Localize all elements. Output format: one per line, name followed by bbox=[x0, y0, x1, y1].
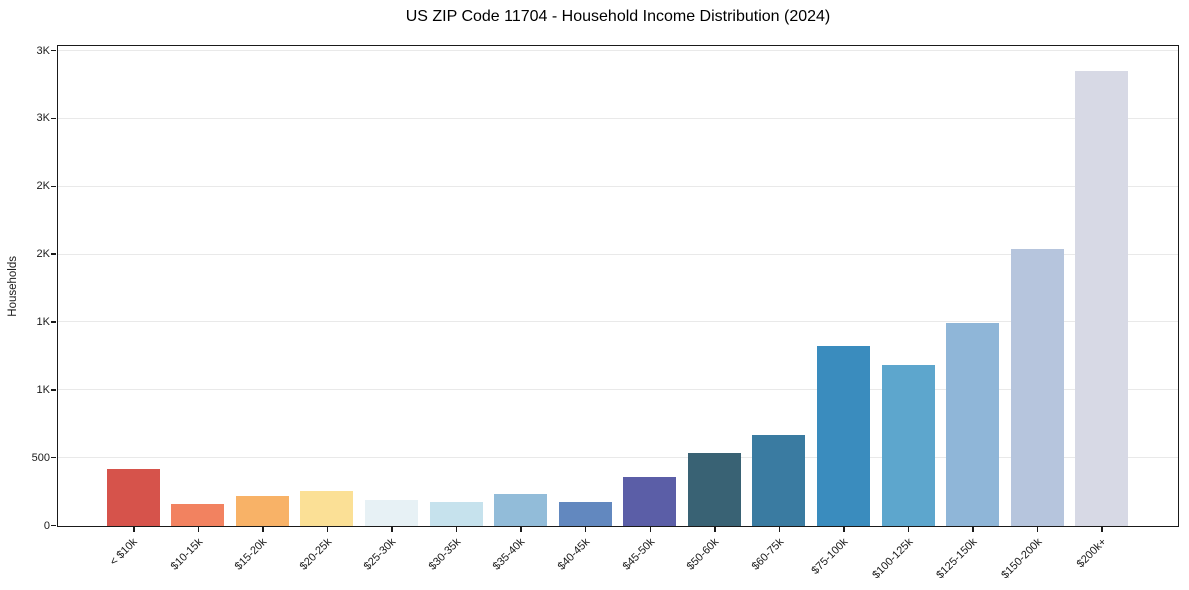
y-tick-mark bbox=[51, 389, 56, 391]
x-tick-mark bbox=[326, 527, 329, 532]
x-tick-label: $45-50k bbox=[620, 536, 657, 573]
x-tick-mark bbox=[197, 527, 200, 532]
gridline bbox=[58, 185, 1178, 187]
gridline bbox=[58, 117, 1178, 119]
gridline bbox=[58, 253, 1178, 255]
x-tick-mark bbox=[133, 527, 135, 532]
y-tick-label: 2K bbox=[36, 248, 50, 261]
x-tick-label: $20-25k bbox=[297, 536, 334, 573]
x-tick-label: $50-60k bbox=[684, 536, 722, 573]
x-tick-label: $15-20k bbox=[232, 536, 270, 573]
bar bbox=[1010, 249, 1064, 526]
x-tick-mark bbox=[778, 527, 781, 532]
y-tick-label: 3K bbox=[36, 112, 50, 125]
x-tick-label: $35-40k bbox=[491, 536, 528, 573]
y-axis-label: Households bbox=[7, 255, 19, 317]
bar bbox=[171, 503, 225, 526]
x-tick-mark bbox=[714, 527, 716, 532]
x-tick-mark bbox=[262, 527, 264, 532]
x-tick-label: $10-15k bbox=[168, 536, 205, 573]
y-tick-mark bbox=[51, 49, 56, 52]
bar bbox=[1075, 71, 1129, 526]
x-tick-mark bbox=[455, 527, 458, 532]
gridline bbox=[58, 457, 1178, 459]
x-tick-label: $200k+ bbox=[1074, 536, 1109, 571]
x-tick-label: $125-150k bbox=[934, 536, 980, 582]
bar bbox=[494, 494, 548, 526]
gridline bbox=[58, 321, 1178, 323]
chart-title: US ZIP Code 11704 - Household Income Dis… bbox=[405, 8, 831, 25]
gridline bbox=[58, 389, 1178, 391]
y-tick-mark bbox=[51, 456, 56, 459]
bar bbox=[623, 477, 677, 526]
x-tick-mark bbox=[972, 527, 974, 532]
x-tick-label: $40-45k bbox=[555, 536, 593, 573]
plot-area bbox=[57, 45, 1179, 527]
x-tick-mark bbox=[391, 527, 393, 532]
bar bbox=[881, 365, 935, 526]
x-tick-mark bbox=[843, 527, 845, 532]
y-tick-mark bbox=[51, 253, 56, 255]
x-tick-label: $25-30k bbox=[361, 536, 399, 573]
x-tick-label: < $10k bbox=[108, 536, 141, 569]
x-tick-label: $75-100k bbox=[809, 536, 851, 577]
x-tick-label: $100-125k bbox=[869, 536, 916, 582]
x-tick-mark bbox=[584, 527, 587, 532]
bar bbox=[816, 346, 870, 526]
bar bbox=[558, 501, 612, 526]
x-tick-mark bbox=[649, 527, 652, 532]
bar bbox=[235, 496, 289, 526]
y-tick-label: 1K bbox=[36, 383, 50, 396]
x-tick-label: $30-35k bbox=[426, 536, 464, 573]
x-tick-label: $150-200k bbox=[998, 536, 1045, 582]
x-tick-mark bbox=[1036, 527, 1039, 532]
x-tick-label: $60-75k bbox=[749, 536, 786, 573]
y-tick-label: 0 bbox=[43, 519, 50, 532]
bar bbox=[946, 323, 1000, 526]
y-tick-label: 3K bbox=[36, 44, 50, 57]
y-tick-mark bbox=[51, 524, 56, 527]
bar bbox=[429, 502, 483, 526]
y-tick-label: 1K bbox=[36, 315, 50, 328]
x-tick-mark bbox=[1101, 527, 1103, 532]
x-tick-mark bbox=[907, 527, 910, 532]
bar bbox=[300, 491, 354, 526]
x-tick-mark bbox=[520, 527, 522, 532]
y-tick-mark bbox=[51, 117, 56, 120]
y-tick-mark bbox=[51, 321, 56, 323]
bar bbox=[106, 469, 160, 526]
bar bbox=[752, 435, 806, 526]
y-tick-label: 500 bbox=[31, 451, 50, 464]
y-tick-mark bbox=[51, 185, 56, 187]
y-tick-label: 2K bbox=[36, 180, 50, 193]
bar bbox=[687, 452, 741, 526]
bar bbox=[365, 500, 419, 526]
gridline bbox=[58, 50, 1178, 52]
